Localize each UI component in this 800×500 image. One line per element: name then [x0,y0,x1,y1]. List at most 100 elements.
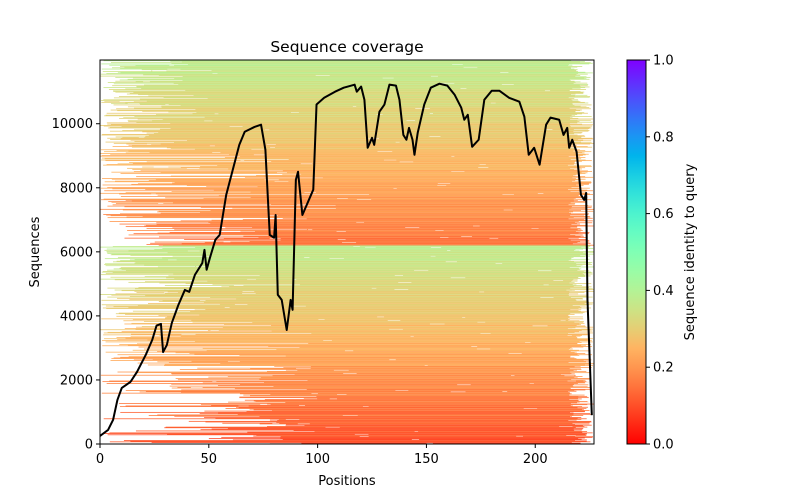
alignment-heatmap [100,60,594,444]
alignment-stripe [268,235,576,236]
alignment-stripe [259,378,591,380]
alignment-stripe [111,67,571,69]
alignment-stripe [270,394,570,395]
alignment-stripe [158,315,568,317]
alignment-gap [204,120,213,122]
alignment-stripe [249,240,581,242]
alignment-stripe [123,320,580,322]
alignment-stripe [115,293,579,295]
alignment-stripe [225,408,587,409]
alignment-stripe [132,162,575,164]
alignment-stripe [131,183,589,185]
alignment-gap [502,390,508,392]
alignment-stripe [195,109,577,110]
alignment-stripe [271,160,582,162]
alignment-stripe [107,205,593,207]
alignment-stripe [128,356,571,358]
alignment-stripe [204,116,570,118]
alignment-stripe [142,131,574,133]
alignment-stripe [119,406,583,408]
alignment-gap [445,261,457,263]
alignment-stripe [193,94,588,96]
alignment-stripe [106,251,594,252]
alignment-gap [451,155,455,157]
alignment-gap [290,112,299,113]
alignment-gap [523,408,538,409]
alignment-stripe [269,419,577,421]
alignment-stripe [244,399,579,401]
alignment-stripe [101,101,585,103]
alignment-stripe [124,66,578,68]
alignment-stripe [117,163,579,165]
alignment-stripe [163,96,590,98]
alignment-gap [365,246,376,248]
alignment-stripe [133,359,592,361]
alignment-gap [405,226,420,228]
alignment-stripe [227,427,584,429]
alignment-gap [584,381,590,383]
alignment-stripe [120,411,570,413]
alignment-stripe [181,389,586,391]
alignment-stripe [173,142,592,144]
alignment-gap [579,401,593,403]
alignment-stripe [178,84,589,85]
alignment-stripe [165,197,585,199]
alignment-stripe [130,255,581,256]
alignment-stripe [140,103,573,105]
alignment-stripe [158,132,583,133]
alignment-stripe [170,128,590,130]
alignment-stripe [101,318,584,320]
alignment-stripe [180,301,590,303]
alignment-gap [368,137,380,139]
alignment-stripe [100,329,591,331]
alignment-gap [560,319,566,321]
alignment-stripe [146,100,579,102]
alignment-stripe [168,275,591,277]
alignment-stripe [174,78,587,80]
alignment-gap [277,172,287,174]
alignment-stripe [148,415,584,416]
alignment-stripe [157,351,571,352]
alignment-stripe [107,331,575,333]
alignment-stripe [100,187,590,189]
alignment-gap [393,187,397,189]
alignment-stripe [181,61,581,63]
alignment-stripe [116,315,570,317]
alignment-stripe [250,368,570,370]
alignment-stripe [126,93,576,95]
alignment-stripe [121,290,575,292]
alignment-stripe [304,424,592,426]
alignment-stripe [100,155,581,157]
alignment-gap [479,164,486,165]
alignment-gap [377,151,393,152]
alignment-stripe [221,285,574,287]
alignment-stripe [194,340,580,342]
alignment-stripe [110,62,591,64]
alignment-stripe [127,119,591,121]
alignment-gap [553,280,564,281]
alignment-stripe [242,219,585,220]
alignment-stripe [167,252,584,254]
alignment-stripe [137,305,573,306]
alignment-gap [196,265,208,267]
alignment-stripe [110,139,579,140]
alignment-stripe [259,274,586,276]
alignment-stripe [195,247,590,249]
alignment-gap [297,423,310,425]
alignment-stripe [120,68,572,69]
alignment-gap [209,145,215,147]
alignment-stripe [224,157,586,158]
alignment-gap [429,323,445,325]
alignment-stripe [187,140,592,142]
alignment-gap [214,113,219,115]
alignment-stripe [228,168,582,170]
alignment-stripe [220,233,571,235]
alignment-stripe [127,106,587,108]
alignment-stripe [280,436,593,438]
alignment-stripe [239,397,589,399]
alignment-gap [342,415,358,416]
alignment-stripe [192,321,575,323]
alignment-gap [399,161,414,163]
alignment-stripe [129,162,575,163]
alignment-stripe [128,281,575,283]
